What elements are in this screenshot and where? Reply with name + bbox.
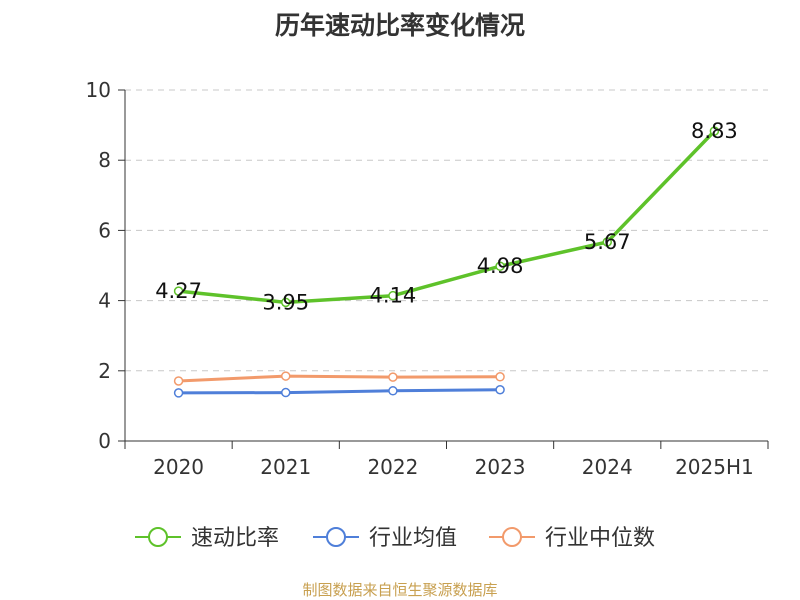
x-tick-label: 2022 <box>367 455 418 479</box>
data-label: 4.98 <box>477 254 524 278</box>
x-tick-label: 2021 <box>260 455 311 479</box>
series <box>173 126 720 398</box>
y-tick-label: 4 <box>98 289 111 313</box>
data-point[interactable] <box>602 237 612 247</box>
legend-marker <box>326 527 346 547</box>
legend-item-1[interactable]: 行业均值 <box>313 526 457 551</box>
data-point[interactable] <box>173 376 184 386</box>
y-tick-label: 10 <box>86 78 111 102</box>
legend-item-2[interactable]: 行业中位数 <box>489 526 655 551</box>
legend-label: 行业中位数 <box>545 526 655 551</box>
x-tick-label: 2024 <box>582 455 633 479</box>
data-point[interactable] <box>281 371 291 381</box>
data-point[interactable] <box>173 286 184 296</box>
y-tick-label: 8 <box>98 148 111 172</box>
source-note: 制图数据来自恒生聚源数据库 <box>302 581 498 599</box>
x-tick-label: 2025H1 <box>675 455 754 479</box>
legend-label: 速动比率 <box>191 526 279 551</box>
data-point[interactable] <box>495 261 505 271</box>
x-tick-label: 2020 <box>153 455 204 479</box>
chart-title: 历年速动比率变化情况 <box>274 11 525 40</box>
data-point[interactable] <box>709 126 720 136</box>
grid-lines <box>125 89 768 372</box>
y-tick-label: 6 <box>98 218 111 242</box>
legend-marker <box>502 527 522 547</box>
data-point[interactable] <box>281 297 291 308</box>
data-point[interactable] <box>388 372 398 382</box>
legend-label: 行业均值 <box>369 526 457 551</box>
axes: 0 2 4 6 8 10 2020 2021 2022 2023 2024 2025H1 <box>86 78 769 479</box>
data-point[interactable] <box>495 385 505 395</box>
y-tick-label: 2 <box>98 359 111 383</box>
data-labels: 4.27 3.95 4.14 4.98 5.67 8.83 <box>155 119 738 314</box>
legend-marker <box>148 527 168 547</box>
data-label: 3.95 <box>262 290 309 314</box>
series-line-1 <box>178 388 501 395</box>
data-point[interactable] <box>388 386 398 396</box>
data-point[interactable] <box>495 372 505 382</box>
data-label: 8.83 <box>691 119 738 143</box>
legend-item-0[interactable]: 速动比率 <box>135 526 279 551</box>
data-point[interactable] <box>173 388 184 398</box>
data-label: 4.14 <box>370 284 417 308</box>
series-line-0 <box>178 129 716 305</box>
series-line-2 <box>178 374 501 383</box>
x-tick-label: 2023 <box>475 455 526 479</box>
data-point[interactable] <box>281 387 291 398</box>
data-label: 4.27 <box>155 279 202 303</box>
legend[interactable]: 速动比率 行业均值 行业中位数 <box>135 526 655 551</box>
y-tick-label: 0 <box>98 429 111 453</box>
data-label: 5.67 <box>584 230 631 254</box>
data-point[interactable] <box>388 290 398 301</box>
